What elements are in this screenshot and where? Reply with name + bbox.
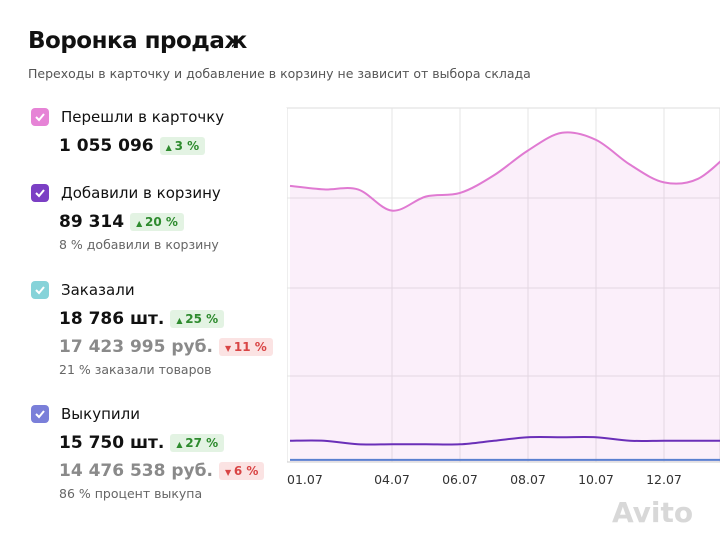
x-tick-label: 10.07 — [578, 472, 614, 487]
subtitle: Переходы в карточку и добавление в корзи… — [28, 66, 531, 81]
change-value: 25 % — [185, 312, 219, 326]
metric-value: 1 055 096 — [59, 136, 154, 156]
metric-label: Перешли в карточку — [61, 108, 225, 126]
metric-note: 86 % процент выкупа — [59, 486, 203, 501]
change-badge: ▼ 6 % — [218, 462, 265, 480]
metric-note: 21 % заказали товаров — [59, 362, 212, 377]
metric-value: 89 314 — [59, 212, 125, 232]
plot-area — [286, 107, 720, 463]
checkbox[interactable] — [31, 108, 49, 126]
metric-label: Выкупили — [61, 405, 140, 423]
change-badge: ▲ 27 % — [170, 434, 225, 452]
checkbox[interactable] — [31, 405, 49, 423]
metric-value: 14 476 538 руб. — [59, 461, 213, 481]
change-badge: ▲ 3 % — [159, 137, 206, 155]
change-badge: ▼ 11 % — [218, 338, 273, 356]
x-tick-label: 08.07 — [510, 472, 546, 487]
metric-value: 18 786 шт. — [59, 309, 165, 329]
x-tick-label: 01.07 — [287, 472, 323, 487]
change-value: 20 % — [145, 215, 178, 229]
checkbox[interactable] — [31, 184, 49, 202]
plot-left-mask — [284, 108, 287, 463]
line — [289, 131, 720, 212]
change-value: 27 % — [185, 436, 219, 450]
x-tick-label: 04.07 — [374, 472, 410, 487]
chevron-icon[interactable]: › — [230, 30, 238, 54]
metric-label: Заказали — [61, 281, 135, 299]
watermark: Avito — [612, 496, 694, 529]
change-badge: ▲ 20 % — [130, 213, 184, 231]
x-tick-label: 06.07 — [442, 472, 478, 487]
metric-value: 15 750 шт. — [59, 433, 165, 453]
change-value: 3 % — [174, 139, 200, 153]
x-tick-label: 12.07 — [646, 472, 682, 487]
change-value: 11 % — [233, 340, 267, 354]
metric-label: Добавили в корзину — [61, 184, 221, 202]
page-title: Воронка продаж — [28, 28, 247, 54]
line — [289, 435, 720, 446]
metric-value: 17 423 995 руб. — [59, 337, 213, 357]
area — [290, 132, 720, 462]
change-badge: ▲ 25 % — [170, 310, 225, 328]
metric-note: 8 % добавили в корзину — [59, 237, 219, 252]
checkbox[interactable] — [31, 281, 49, 299]
change-value: 6 % — [233, 464, 259, 478]
